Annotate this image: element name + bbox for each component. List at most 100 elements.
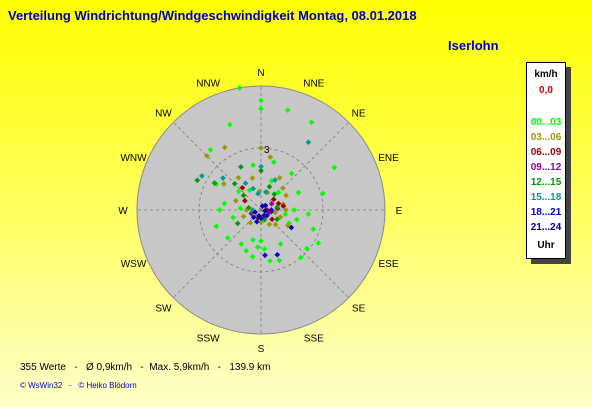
- data-point-s4-5: [266, 183, 273, 190]
- legend-box: km/h 0,0 00...03 03...06 06...09 09...12 12.…: [526, 62, 566, 259]
- data-point-s0-2: [258, 105, 264, 112]
- data-point-s5-4: [262, 189, 269, 195]
- data-point-s0-7: [291, 207, 297, 213]
- data-point-s0-29: [275, 189, 282, 196]
- data-point-s0-19: [238, 241, 245, 247]
- rose-grid: 3: [137, 86, 385, 334]
- data-point-s3-2: [268, 200, 275, 207]
- data-point-s4-13: [240, 192, 247, 199]
- data-point-s0-6: [320, 190, 326, 197]
- data-point-s5-3: [250, 185, 257, 192]
- data-point-s0-31: [305, 211, 312, 217]
- data-point-s0-9: [310, 226, 317, 232]
- data-point-s0-5: [331, 164, 338, 171]
- legend-range-2: 06...09: [530, 147, 562, 158]
- data-point-s1-3: [267, 154, 274, 160]
- legend-range-4: 12...15: [530, 177, 562, 188]
- legend-range-1: 03...06: [530, 132, 562, 143]
- data-point-s0-35: [250, 237, 256, 243]
- data-point-s1-18: [235, 174, 242, 181]
- data-point-s0-10: [315, 240, 322, 246]
- data-point-s4-0: [194, 177, 201, 184]
- data-point-s5-5: [305, 139, 312, 146]
- data-point-s0-26: [227, 121, 233, 128]
- data-point-s7-4: [259, 203, 266, 209]
- data-point-s1-5: [280, 185, 286, 191]
- data-point-s5-8: [255, 190, 261, 197]
- dir-label-S: S: [258, 344, 265, 355]
- data-point-s6-0: [274, 251, 281, 258]
- data-point-s0-37: [237, 205, 244, 212]
- legend-range-5: 15...18: [530, 192, 562, 203]
- data-point-s7-3: [252, 209, 259, 215]
- data-point-s1-13: [247, 219, 254, 226]
- dir-label-NE: NE: [352, 108, 366, 119]
- legend-range-3: 09...12: [530, 162, 562, 173]
- chart-title: Verteilung Windrichtung/Windgeschwindigk…: [8, 8, 417, 23]
- data-point-s4-2: [231, 180, 238, 187]
- data-point-s2-7: [242, 197, 248, 204]
- data-point-s4-4: [258, 167, 264, 174]
- data-point-s4-7: [274, 204, 281, 210]
- data-point-s0-8: [294, 216, 300, 223]
- data-point-s0-11: [304, 245, 310, 252]
- data-point-s0-15: [258, 238, 264, 244]
- data-point-s0-17: [249, 253, 256, 260]
- dir-label-W: W: [118, 206, 128, 217]
- stats-summary: 355 Werte - Ø 0,9km/h - Max. 5,9km/h - 1…: [20, 362, 271, 373]
- data-point-s5-2: [242, 180, 249, 187]
- data-point-s1-1: [221, 144, 228, 151]
- data-point-s5-6: [258, 163, 264, 170]
- dir-label-NNE: NNE: [303, 79, 324, 90]
- ring-label-0: 3: [264, 145, 270, 156]
- data-point-s4-10: [234, 220, 241, 227]
- data-point-s1-23: [272, 221, 279, 228]
- dir-label-SSE: SSE: [304, 333, 324, 344]
- data-point-s0-20: [224, 235, 231, 241]
- data-point-s6-2: [288, 224, 295, 231]
- data-point-s6-5: [253, 218, 260, 225]
- data-point-s1-11: [266, 221, 273, 228]
- data-point-s0-0: [236, 85, 243, 91]
- spoke-SW: [173, 209, 262, 298]
- data-point-s1-8: [282, 207, 289, 213]
- data-point-s2-4: [270, 196, 277, 203]
- legend-range-6: 18...21: [530, 207, 562, 218]
- data-point-s0-23: [221, 200, 228, 207]
- data-point-s1-2: [258, 145, 264, 151]
- data-point-s4-8: [274, 216, 280, 223]
- data-point-s2-0: [280, 203, 287, 209]
- data-point-s0-32: [282, 211, 289, 218]
- legend-range-7: 21...24: [530, 222, 562, 233]
- dir-label-N: N: [257, 68, 264, 79]
- data-point-s7-0: [262, 207, 268, 214]
- legend-calm-value: 0,0: [539, 85, 553, 96]
- data-point-s1-19: [249, 175, 256, 181]
- data-point-s0-4: [308, 119, 315, 126]
- legend-range-0: 00...03: [530, 117, 562, 128]
- data-point-s5-9: [272, 177, 278, 183]
- dir-label-WSW: WSW: [121, 259, 147, 270]
- data-point-s0-21: [213, 223, 220, 230]
- dir-label-SW: SW: [155, 304, 172, 315]
- dir-label-E: E: [396, 206, 403, 217]
- data-point-s1-14: [240, 213, 247, 220]
- data-point-s0-13: [276, 257, 283, 264]
- data-point-s0-38: [235, 188, 242, 195]
- data-point-s0-25: [207, 146, 214, 153]
- data-point-s0-14: [267, 258, 273, 264]
- dir-label-SE: SE: [352, 304, 366, 315]
- data-point-s1-12: [258, 219, 264, 226]
- credits: © WsWin32 - © Heiko Blödorn: [20, 381, 137, 390]
- data-point-s5-1: [220, 175, 226, 181]
- data-point-s1-10: [284, 222, 291, 229]
- data-point-s0-40: [270, 159, 277, 165]
- location-label: Iserlohn: [448, 38, 499, 53]
- dir-label-WNW: WNW: [120, 153, 147, 164]
- data-point-s1-4: [276, 174, 283, 181]
- data-point-s6-1: [262, 252, 268, 259]
- data-point-s1-0: [204, 153, 210, 159]
- data-point-s1-22: [272, 209, 279, 216]
- dir-label-SSW: SSW: [197, 333, 220, 344]
- data-point-s0-34: [261, 246, 268, 252]
